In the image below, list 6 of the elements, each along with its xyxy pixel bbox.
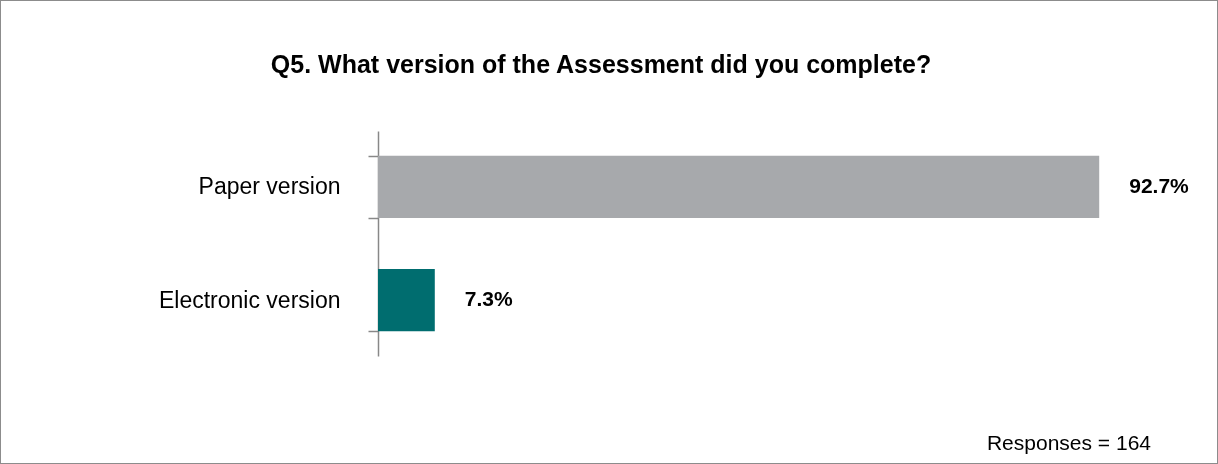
data-label: 92.7%: [1129, 173, 1190, 197]
y-tick-label: Electronic version: [158, 286, 341, 313]
y-tick-label: Paper version: [198, 173, 341, 200]
text: Responses = 164: [986, 431, 1151, 455]
data-label: 7.3%: [464, 287, 513, 311]
chart-title: Q5. What version of the Assessment did you complete?: [270, 50, 932, 78]
